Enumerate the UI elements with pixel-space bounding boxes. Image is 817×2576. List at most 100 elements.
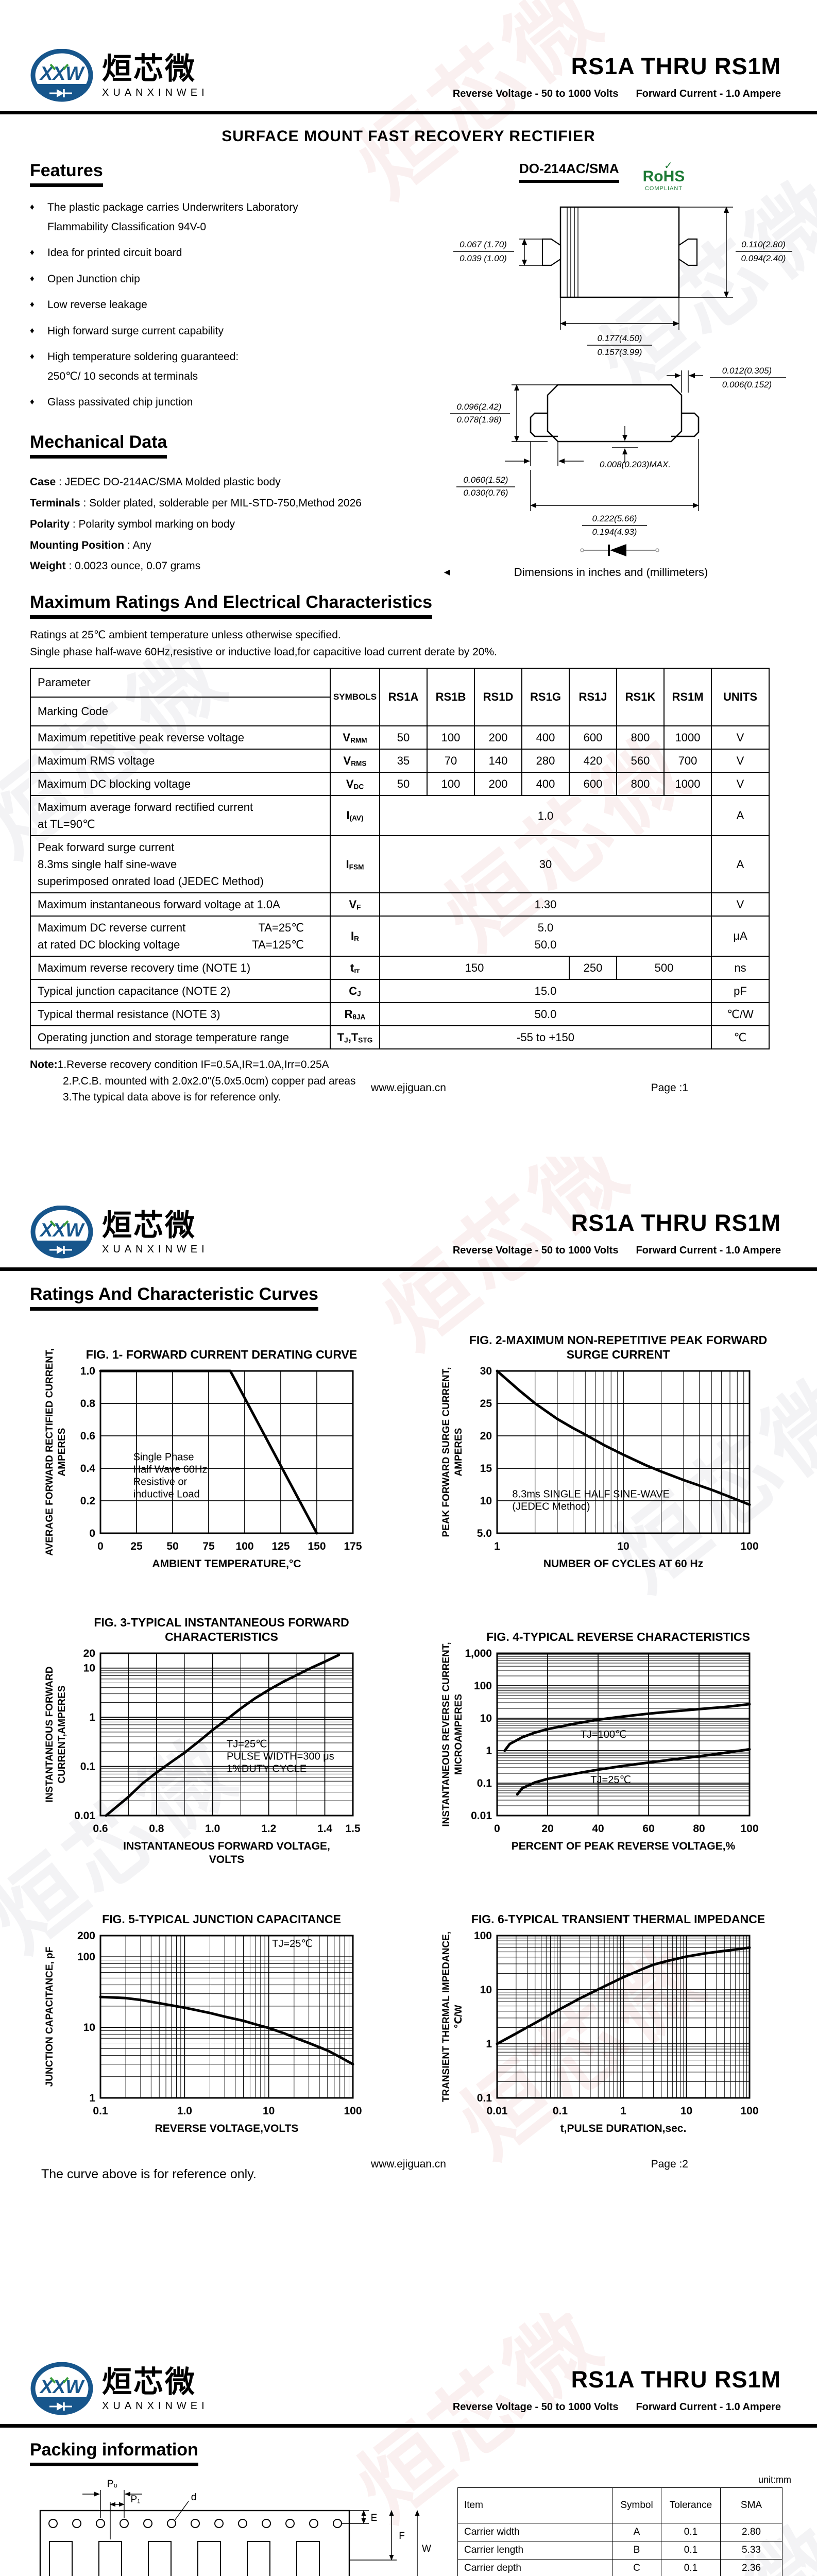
feature-item: ♦ High forward surge current capability	[30, 323, 442, 343]
svg-text:0.01: 0.01	[74, 1810, 95, 1822]
table-row: Typical junction capacitance (NOTE 2) CJ 1…	[30, 979, 770, 1004]
svg-text:10: 10	[480, 1984, 492, 1996]
svg-text:0.1: 0.1	[553, 2105, 568, 2117]
svg-text:0.222(5.66): 0.222(5.66)	[592, 514, 637, 523]
svg-text:0: 0	[494, 1823, 500, 1835]
tape-and-reel-drawing: P₀ P₁ d E F W P	[39, 2479, 431, 2576]
svg-text:TJ=25℃: TJ=25℃	[227, 1739, 267, 1750]
part-range-title: RS1A THRU RS1M	[571, 1210, 781, 1236]
dimensions-caption: Dimensions in inches and (millimeters)	[514, 566, 708, 579]
page-header: XXW 烜芯微 XUANXINWEI RS1A THRU RS1M Revers…	[0, 2313, 817, 2417]
unit-cell: ℃	[711, 1025, 770, 1050]
brand-name-en: XUANXINWEI	[102, 1243, 209, 1255]
svg-text:0.060(1.52): 0.060(1.52)	[464, 475, 508, 485]
datasheet-page-2: 烜芯微 烜芯微 烜芯微 烜芯微 XXW 烜芯微 XUANXINWEI	[0, 1157, 817, 2313]
diamond-bullet-icon: ♦	[30, 299, 35, 310]
svg-text:1: 1	[89, 2092, 95, 2104]
logo-icon: XXW	[30, 49, 93, 102]
table-cell: 0.1	[661, 2523, 721, 2542]
table-header-row: Parameter SYMBOLS RS1A RS1B RS1D RS1G RS1J RS1K…	[30, 668, 770, 727]
mechanical-data-entry: Polarity : Polarity symbol marking on bo…	[30, 518, 235, 530]
page-header: XXW 烜芯微 XUANXINWEI RS1A THRU RS1M Revers…	[0, 0, 817, 104]
diamond-bullet-icon: ♦	[30, 351, 35, 362]
value-cell: 15.0	[379, 979, 712, 1004]
svg-text:10: 10	[480, 1713, 492, 1724]
ratings-intro-line: Single phase half-wave 60Hz,resistive or…	[30, 646, 497, 658]
table-row: Maximum average forward rectified curren…	[30, 795, 770, 837]
value-cell: 1.0	[379, 795, 712, 837]
packing-table: Item Symbol Tolerance SMA Carrier width A 0.1 2…	[457, 2487, 782, 2576]
svg-text:125: 125	[271, 1540, 290, 1552]
features-heading: Features	[30, 161, 103, 188]
brand-name-cn: 烜芯微	[102, 1209, 197, 1243]
website-link[interactable]: www.ejiguan.cn	[371, 2158, 446, 2171]
header-divider	[0, 2424, 817, 2428]
table-cell: Carrier width	[457, 2523, 612, 2542]
value-cell: 280	[521, 749, 570, 773]
svg-text:1: 1	[486, 1745, 492, 1757]
logo-icon: XXW	[30, 2362, 93, 2415]
logo-icon: XXW	[30, 1206, 93, 1259]
website-link[interactable]: www.ejiguan.cn	[371, 1081, 446, 1094]
unit-cell: pF	[711, 979, 770, 1004]
unit-cell: V	[711, 772, 770, 796]
symbol-cell: I(AV)	[330, 795, 380, 837]
table-row: Peak forward surge current 8.3ms single h…	[30, 835, 770, 894]
value-cell: 150	[379, 956, 570, 980]
value-cell: 50.0	[379, 1002, 712, 1027]
company-logo: XXW 烜芯微 XUANXINWEI	[30, 2362, 209, 2417]
parameter-header: Parameter	[30, 668, 331, 698]
left-lead	[530, 412, 558, 437]
table-row: Carrier depth C 0.1 2.36	[457, 2559, 782, 2576]
value-cell: 50	[379, 772, 428, 796]
symbol-cell: VF	[330, 892, 380, 917]
svg-text:1%DUTY CYCLE: 1%DUTY CYCLE	[227, 1764, 307, 1775]
table-cell: 5.33	[720, 2541, 782, 2560]
reference-note: The curve above is for reference only.	[41, 2167, 257, 2182]
svg-text:0.067 (1.70): 0.067 (1.70)	[459, 240, 507, 249]
svg-text:0.8: 0.8	[80, 1398, 96, 1410]
svg-text:0.006(0.152): 0.006(0.152)	[722, 380, 772, 389]
header-divider	[0, 1267, 817, 1271]
value-cell: 800	[616, 772, 665, 796]
value-cell: 250	[569, 956, 617, 980]
svg-text:W: W	[422, 2544, 431, 2554]
datasheet-page-3: 烜芯微 烜芯微 烜芯微 烜芯微 XXW 烜芯微 XUANXINWEI	[0, 2313, 817, 2576]
table-header-row: Item Symbol Tolerance SMA	[457, 2487, 782, 2524]
svg-text:15: 15	[480, 1463, 492, 1475]
svg-text:CURRENT,AMPERES: CURRENT,AMPERES	[57, 1686, 67, 1784]
svg-text:Resistive or: Resistive or	[133, 1476, 188, 1487]
symbol-cell: VDC	[330, 772, 380, 796]
svg-text:0.4: 0.4	[80, 1463, 96, 1475]
value-cell: 400	[521, 725, 570, 750]
svg-text:25: 25	[480, 1398, 492, 1410]
svg-text:0.157(3.99): 0.157(3.99)	[598, 347, 642, 357]
feature-item: ♦ Glass passivated chip junction	[30, 394, 442, 414]
left-terminal-tab	[541, 238, 561, 266]
symbol-cell: IFSM	[330, 835, 380, 894]
svg-text:0.008(0.203)MAX.: 0.008(0.203)MAX.	[600, 460, 671, 469]
symbol-cell: CJ	[330, 979, 380, 1004]
packing-heading: Packing information	[30, 2440, 198, 2467]
unit-cell: ℃/W	[711, 1002, 770, 1027]
value-cell: 5.0 50.0	[379, 916, 712, 957]
symbol-cell: IR	[330, 916, 380, 957]
unit-cell: A	[711, 795, 770, 837]
page-number: Page :1	[651, 1081, 688, 1094]
diamond-bullet-icon: ♦	[30, 397, 35, 407]
svg-text:10: 10	[263, 2105, 275, 2117]
svg-text:25: 25	[130, 1540, 143, 1552]
datasheet-page-1: 烜芯微 烜芯微 烜芯微 烜芯微 XXW 烜芯微 XUANXINWEI	[0, 0, 817, 1157]
svg-text:0.6: 0.6	[93, 1823, 108, 1835]
table-row: Operating junction and storage temperatu…	[30, 1025, 770, 1050]
symbol-cell: RθJA	[330, 1002, 380, 1027]
svg-text:1: 1	[494, 1540, 500, 1552]
feature-item: ♦ Open Junction chip	[30, 271, 442, 291]
svg-text:℃/W: ℃/W	[453, 2005, 464, 2028]
svg-text:80: 80	[693, 1823, 705, 1835]
brand-name-cn: 烜芯微	[102, 52, 197, 86]
header-subtitle: Reverse Voltage - 50 to 1000 Volts Forwar…	[452, 1245, 781, 1256]
company-logo: XXW 烜芯微 XUANXINWEI	[30, 49, 209, 104]
table-row: Maximum DC reverse current TA=25℃ at rated…	[30, 916, 770, 957]
unit-cell: A	[711, 835, 770, 894]
